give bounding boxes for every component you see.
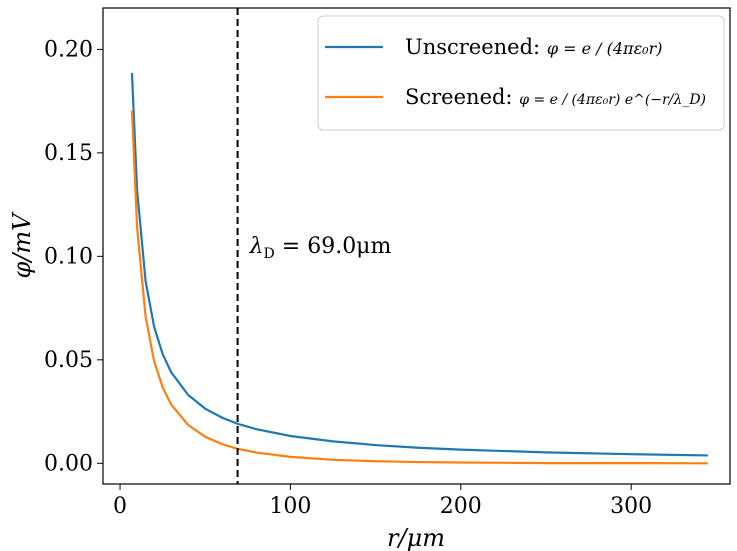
annotation-subscript: D <box>264 246 275 262</box>
x-tick-1: 100 <box>269 484 311 519</box>
x-tick-3: 300 <box>610 484 652 519</box>
y-tick-label-4: 0.20 <box>44 37 93 62</box>
legend-entry-screened: Screened: φ = e / (4πε₀r) e^(−r/λ_D) <box>405 85 706 109</box>
y-tick-3: 0.15 <box>44 141 103 166</box>
y-axis: 0.00 0.05 0.10 0.15 0.20 <box>44 37 103 476</box>
legend-formula-unscreened: φ = e / (4πε₀r) <box>547 39 663 58</box>
legend-label-unscreened: Unscreened: <box>405 35 547 59</box>
x-tick-label-0: 0 <box>113 494 127 519</box>
x-tick-label-2: 200 <box>440 494 482 519</box>
x-tick-0: 0 <box>113 484 127 519</box>
series-line-unscreened <box>130 72 708 457</box>
y-tick-label-0: 0.00 <box>44 451 93 476</box>
legend: Unscreened: φ = e / (4πε₀r) Screened: φ … <box>317 15 725 131</box>
x-tick-2: 200 <box>440 484 482 519</box>
legend-entry-unscreened: Unscreened: φ = e / (4πε₀r) <box>405 35 662 59</box>
debye-length-annotation: λD = 69.0μm <box>249 234 392 262</box>
y-tick-4: 0.20 <box>44 37 103 62</box>
x-tick-label-3: 300 <box>610 494 652 519</box>
y-tick-label-2: 0.10 <box>44 244 93 269</box>
y-axis-label: φ/mV <box>8 211 36 279</box>
y-tick-label-1: 0.05 <box>44 348 93 373</box>
x-axis: 0 100 200 300 <box>113 484 652 519</box>
legend-box <box>317 15 725 131</box>
legend-label-screened: Screened: <box>405 85 519 109</box>
annotation-value: = 69.0μm <box>275 234 392 259</box>
y-tick-2: 0.10 <box>44 244 103 269</box>
legend-formula-screened: φ = e / (4πε₀r) e^(−r/λ_D) <box>519 92 706 108</box>
y-tick-0: 0.00 <box>44 451 103 476</box>
x-axis-label: r/μm <box>387 524 445 551</box>
y-tick-1: 0.05 <box>44 348 103 373</box>
x-tick-label-1: 100 <box>269 494 311 519</box>
plot-frame <box>102 7 731 485</box>
annotation-lambda: λ <box>249 234 264 259</box>
y-tick-label-3: 0.15 <box>44 141 93 166</box>
